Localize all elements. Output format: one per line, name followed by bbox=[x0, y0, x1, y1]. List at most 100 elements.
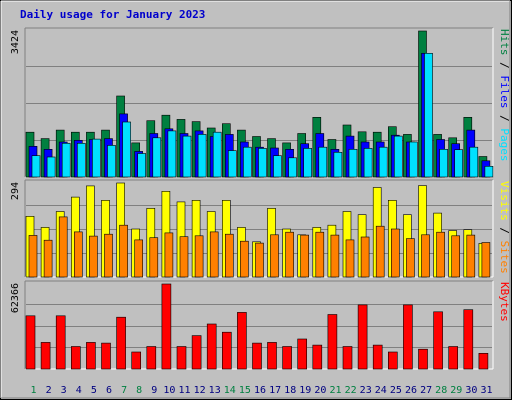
day-label: 2 bbox=[46, 385, 52, 396]
bar-sites bbox=[179, 236, 189, 278]
bar-sites bbox=[285, 231, 294, 278]
series-pages bbox=[31, 52, 494, 178]
bar-pages bbox=[469, 146, 479, 178]
day-label: 6 bbox=[106, 385, 112, 396]
day-label: 20 bbox=[314, 385, 326, 396]
bar-sites bbox=[375, 225, 385, 278]
bar-pages bbox=[31, 155, 41, 178]
bar-sites bbox=[194, 235, 204, 278]
day-label: 3 bbox=[61, 385, 67, 396]
bar-kbytes bbox=[86, 342, 96, 370]
bar-kbytes bbox=[478, 352, 489, 370]
bar-sites bbox=[104, 233, 113, 278]
side-legend: KBytes bbox=[498, 282, 511, 322]
series-kbytes bbox=[25, 283, 489, 370]
bar-kbytes bbox=[312, 344, 323, 370]
legend-entry: / bbox=[498, 56, 511, 76]
bar-sites bbox=[315, 231, 325, 278]
bar-sites bbox=[300, 234, 310, 278]
legend-entry: / bbox=[498, 109, 511, 129]
bar-kbytes bbox=[101, 342, 111, 370]
y-max-label: 294 bbox=[10, 182, 21, 200]
bar-sites bbox=[58, 216, 68, 278]
bar-sites bbox=[255, 242, 264, 278]
bar-sites bbox=[149, 237, 159, 278]
bar-sites bbox=[481, 242, 491, 278]
bar-kbytes bbox=[206, 323, 217, 370]
bar-kbytes bbox=[116, 316, 126, 370]
bar-pages bbox=[122, 121, 131, 178]
bar-pages bbox=[197, 134, 207, 178]
bar-pages bbox=[454, 149, 464, 178]
x-axis-labels: 1 2 3 4 5 6 7 8 9 10 11 12 13 14 15 16 17 18 19 20 21 22 23 24 2… bbox=[30, 385, 492, 396]
legend-entry: Hits bbox=[498, 29, 511, 56]
bar-kbytes bbox=[237, 312, 247, 370]
chart-title: Daily usage for January 2023 bbox=[20, 8, 205, 21]
bar-sites bbox=[421, 234, 430, 278]
bar-pages bbox=[77, 143, 86, 178]
bar-pages bbox=[273, 155, 282, 178]
chart-panels: 3424 Hits / Files / Pages 294 Visits / Site… bbox=[10, 27, 511, 370]
panel-visits_sites: 294 Visits / Sites bbox=[10, 179, 511, 278]
bar-kbytes bbox=[342, 346, 353, 370]
bar-sites bbox=[43, 239, 53, 278]
bar-pages bbox=[378, 146, 388, 178]
legend-entry: / bbox=[498, 221, 511, 241]
day-label: 16 bbox=[254, 385, 266, 396]
bar-kbytes bbox=[55, 315, 66, 370]
day-label: 1 bbox=[30, 385, 36, 396]
bar-pages bbox=[182, 135, 192, 178]
bar-pages bbox=[288, 157, 297, 178]
bar-sites bbox=[225, 233, 234, 278]
bar-pages bbox=[303, 148, 313, 178]
bar-pages bbox=[107, 145, 116, 178]
day-label: 28 bbox=[435, 385, 447, 396]
panel-kbytes: 62366 KBytes bbox=[10, 280, 511, 370]
day-label: 13 bbox=[209, 385, 221, 396]
bar-kbytes bbox=[252, 342, 262, 370]
bar-kbytes bbox=[387, 351, 398, 370]
bar-kbytes bbox=[40, 342, 51, 370]
day-label: 31 bbox=[480, 385, 492, 396]
day-label: 29 bbox=[450, 385, 462, 396]
legend-entry: Visits bbox=[498, 181, 511, 221]
bar-sites bbox=[436, 231, 445, 278]
day-label: 9 bbox=[151, 385, 157, 396]
panel-hits_files_pages: 3424 Hits / Files / Pages bbox=[10, 27, 511, 178]
bar-pages bbox=[258, 148, 267, 178]
day-label: 26 bbox=[405, 385, 417, 396]
bar-pages bbox=[167, 130, 177, 178]
side-legend: Hits / Files / Pages bbox=[498, 29, 511, 162]
bar-pages bbox=[243, 146, 252, 178]
bar-kbytes bbox=[448, 346, 459, 370]
day-label: 15 bbox=[239, 385, 251, 396]
bar-kbytes bbox=[327, 314, 338, 370]
bar-kbytes bbox=[463, 309, 474, 370]
day-label: 17 bbox=[269, 385, 281, 396]
bar-kbytes bbox=[282, 346, 292, 370]
bar-sites bbox=[209, 231, 219, 278]
bar-kbytes bbox=[357, 304, 368, 370]
bar-pages bbox=[333, 152, 343, 178]
day-label: 8 bbox=[136, 385, 142, 396]
day-label: 7 bbox=[121, 385, 127, 396]
day-label: 11 bbox=[178, 385, 190, 396]
day-label: 30 bbox=[465, 385, 477, 396]
bar-kbytes bbox=[433, 311, 443, 370]
bar-kbytes bbox=[297, 338, 308, 370]
bar-pages bbox=[318, 146, 328, 178]
bar-sites bbox=[270, 234, 279, 278]
bar-kbytes bbox=[131, 351, 141, 370]
bar-sites bbox=[330, 234, 340, 278]
day-label: 14 bbox=[224, 385, 236, 396]
bar-sites bbox=[164, 232, 174, 278]
bar-sites bbox=[451, 235, 461, 278]
bar-pages bbox=[409, 141, 418, 178]
bar-kbytes bbox=[403, 304, 413, 370]
bar-sites bbox=[119, 224, 128, 278]
bar-kbytes bbox=[71, 346, 81, 370]
bar-pages bbox=[137, 153, 146, 178]
bar-sites bbox=[89, 235, 98, 278]
bar-sites bbox=[360, 236, 370, 278]
bar-pages bbox=[424, 52, 433, 178]
